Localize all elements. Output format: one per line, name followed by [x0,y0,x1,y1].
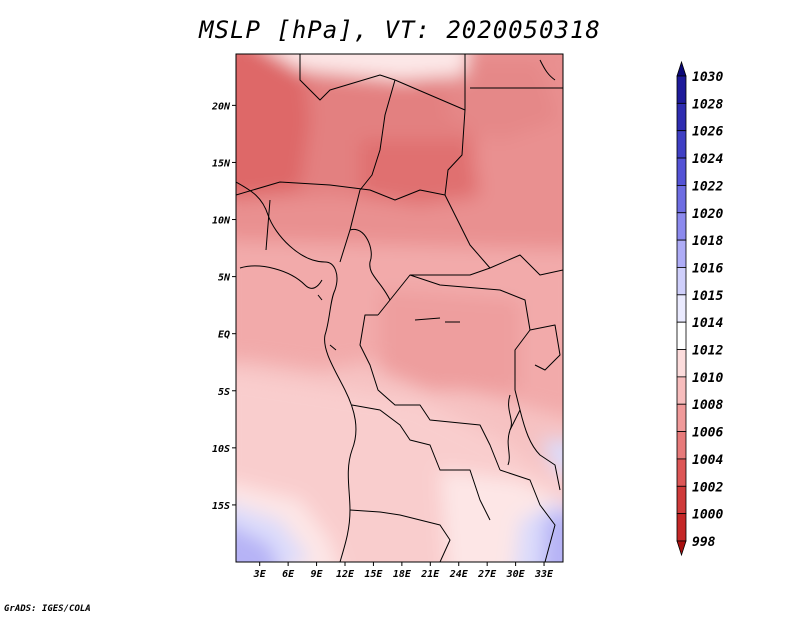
colorbar-label-10: 1012 [692,344,723,359]
lat-label-2: 10N [212,216,231,227]
colorbar: 1030 1028 1026 1024 1022 1020 1018 1016 1015 1014… [676,60,723,557]
field-1015-east [540,440,563,474]
field-1005-west [236,54,310,198]
border-angola [351,404,491,521]
islands [317,294,337,351]
colorbar-segment-14 [676,431,687,460]
colorbar-label-12: 1008 [692,398,723,413]
colorbar-segment-11 [676,349,687,378]
country-borders [236,54,563,562]
footer-credit: GrADS: IGES/COLA [4,604,91,614]
field-1016-sw [236,528,277,562]
chart-title: MSLP [hPa], VT: 2020050318 [199,16,601,44]
lat-label-3: 5N [218,273,231,284]
colorbar-segment-10 [676,321,687,350]
colorbar-label-1: 1028 [692,97,723,112]
border-namibia [349,509,451,562]
colorbar-segment-15 [676,458,687,487]
field-1008-ne [440,60,560,140]
colorbar-bottom-arrow [676,540,687,557]
field-1006-center [360,140,480,205]
lon-label-0: 3E [253,569,267,580]
colorbar-segment-2 [676,102,687,132]
lon-label-6: 21E [420,569,440,580]
colorbar-label-17: 998 [692,535,716,550]
lat-label-0: 20N [211,101,231,112]
colorbar-segment-8 [676,267,687,296]
border-north-1 [299,54,396,263]
colorbar-segment-6 [676,212,687,241]
lakes-congo [414,317,460,323]
colorbar-label-4: 1022 [692,179,723,194]
border-sudan-south [489,254,563,276]
lon-label-1: 6E [282,569,295,580]
pressure-field [236,54,563,562]
lat-label-4: EQ [218,330,230,341]
colorbar-segment-16 [676,485,687,515]
lon-label-7: 24E [449,569,469,580]
colorbar-label-16: 1000 [692,508,723,523]
border-west-small [265,199,271,251]
colorbar-label-9: 1014 [692,316,723,331]
lon-label-9: 30E [506,569,526,580]
lon-label-4: 15E [364,569,383,580]
border-sahel [236,181,446,201]
border-mozambique [499,469,556,562]
field-1009 [380,290,520,390]
coastline-west [236,181,357,562]
colorbar-segment-4 [676,157,687,186]
lat-label-6: 10S [212,444,230,455]
colorbar-label-3: 1024 [692,152,723,167]
colorbar-segment-12 [676,376,687,405]
field-1016-se [542,512,563,562]
colorbar-segment-5 [676,185,687,214]
lon-label-2: 9E [311,569,324,580]
field-1014-north [273,54,468,80]
lon-label-3: 12E [336,569,355,580]
border-uganda-kenya [529,324,561,371]
colorbar-segment-7 [676,239,687,268]
lat-label-7: 15S [212,501,230,512]
lat-label-5: 5S [218,387,230,398]
colorbar-label-6: 1018 [692,234,723,249]
colorbar-label-15: 1002 [692,480,723,495]
longitude-axis: 3E 6E 9E 12E 15E 18E 21E 24E 27E 30E 33E [253,562,554,580]
colorbar-label-11: 1010 [692,371,723,386]
colorbar-top-arrow [676,60,687,77]
map-frame [235,53,564,563]
colorbar-segment-1 [676,75,687,104]
colorbar-label-5: 1020 [692,207,723,222]
border-cameroon [349,228,391,301]
colorbar-label-13: 1006 [692,426,723,441]
lake-tanganyika [507,394,512,466]
lat-label-1: 15N [212,158,231,169]
colorbar-segment-3 [676,130,687,159]
colorbar-label-8: 1015 [692,289,723,304]
coast-ne [539,59,556,81]
coastline-gulf [239,265,323,289]
lon-label-10: 33E [534,569,554,580]
latitude-axis: 20N 15N 10N 5N EQ 5S 10S 15S [211,101,236,512]
colorbar-segment-17 [676,513,687,542]
lon-label-8: 27E [477,569,497,580]
colorbar-label-14: 1004 [692,453,723,468]
border-drc-south [359,314,501,471]
border-tanzania [519,409,561,491]
colorbar-segment-9 [676,294,687,323]
colorbar-segment-13 [676,403,687,432]
colorbar-label-7: 1016 [692,261,723,276]
colorbar-label-0: 1030 [692,70,723,85]
lon-label-5: 18E [393,569,412,580]
border-chad [377,79,491,316]
colorbar-label-2: 1026 [692,125,723,140]
